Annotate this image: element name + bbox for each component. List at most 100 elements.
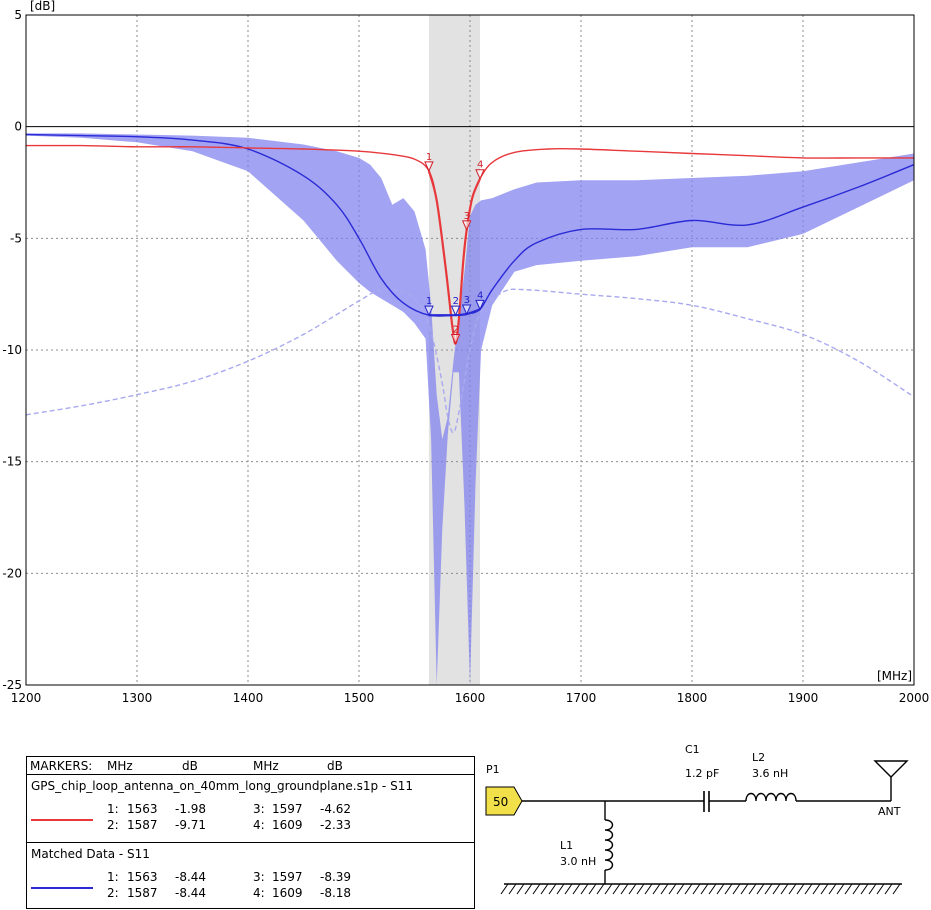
marker-db: -1.98 [175,802,207,816]
x-tick-label: 1700 [566,691,597,705]
s11-marker-label-1: 1 [426,152,432,163]
hatch-line [676,883,685,895]
marker-num: 4: [253,886,265,900]
legend-section-title: GPS_chip_loop_antenna_on_40mm_long_groun… [31,779,413,793]
marker-num: 2: [107,818,119,832]
hatch-line [836,883,845,895]
marker-db: -2.33 [320,818,352,832]
x-tick-label: 1500 [344,691,375,705]
hatch-line [540,883,549,895]
matching-network-schematic: P1 50 C1 1.2 pF L2 3.6 nH ANT L1 3.0 nH [485,743,909,895]
port-label: P1 [486,763,500,776]
matched-marker-1 [424,305,434,317]
l1-value: 3.0 nH [560,855,596,868]
legend-swatch-red [31,819,93,821]
marker-num: 3: [253,870,265,884]
hatch-line [860,883,869,895]
legend-swatch-blue [31,887,93,889]
hatch-line [564,883,573,895]
hatch-line [788,883,797,895]
hatch-line [692,883,701,895]
hatch-line [852,883,861,895]
hatch-line [764,883,773,895]
hatch-line [740,883,749,895]
hatch-line [724,883,733,895]
hatch-line [516,883,525,895]
legend-header: MARKERS: MHz dB MHz dB [27,757,474,775]
hatch-line [588,883,597,895]
matched-marker-label-2: 2 [453,296,459,307]
y-tick-label: -15 [2,455,22,469]
hatch-line [524,883,533,895]
matched-marker-label-4: 4 [477,290,483,301]
hatch-line [812,883,821,895]
hatch-line [700,883,709,895]
hatch-line [644,883,653,895]
legend-header-markers: MARKERS: [30,759,93,773]
s11-marker-label-3: 3 [464,211,470,222]
hatch-line [620,883,629,895]
y-tick-label: -5 [10,231,22,245]
marker-num: 4: [253,818,265,832]
hatch-line [772,883,781,895]
hatch-line [612,883,621,895]
hatch-line [884,883,893,895]
hatch-line [876,883,885,895]
y-tick-label: 5 [14,8,22,22]
port-shape [485,786,523,816]
legend-header-mhz-1: MHz [107,759,133,773]
y-tick-label: -25 [2,678,22,692]
ground-hatch [500,883,901,895]
l2-value: 3.6 nH [752,767,788,780]
hatch-line [844,883,853,895]
matched-marker-4 [475,299,485,311]
hatch-line [508,883,517,895]
legend-header-db-2: dB [327,759,343,773]
matched-marker-2 [450,305,461,317]
l2-name: L2 [752,751,765,764]
hatch-line [668,883,677,895]
markers-legend: MARKERS: MHz dB MHz dB GPS_chip_loop_ant… [26,756,475,909]
x-tick-label: 2000 [899,691,930,705]
matched-marker-3 [461,304,472,316]
hatch-line [628,883,637,895]
s11-marker-4 [475,169,485,180]
marker-freq: 1597 [272,870,303,884]
x-tick-label: 1400 [233,691,264,705]
hatch-line [716,883,725,895]
marker-num: 1: [107,870,119,884]
legend-section-s11: GPS_chip_loop_antenna_on_40mm_long_groun… [27,775,474,843]
c1-value: 1.2 pF [685,767,719,780]
marker-freq: 1609 [272,818,303,832]
matched-marker-label-1: 1 [426,296,432,307]
hatch-line [756,883,765,895]
marker-num: 3: [253,802,265,816]
marker-freq: 1597 [272,802,303,816]
s11-marker-3 [461,220,472,232]
hatch-line [780,883,789,895]
hatch-line [892,883,901,895]
s11-marker-label-2: 2 [453,325,459,336]
marker-db: -4.62 [320,802,352,816]
legend-section-title: Matched Data - S11 [31,847,150,861]
y-tick-label: -20 [2,566,22,580]
y-tick-label: -10 [2,343,22,357]
hatch-line [820,883,829,895]
marker-num: 1: [107,802,119,816]
x-tick-label: 1600 [455,691,486,705]
legend-header-db-1: dB [182,759,198,773]
hatch-line [636,883,645,895]
l1-inductor-coil [604,819,614,871]
tick-label-layer: 1200 1300 1400 1500 1600 1700 1800 1900 2000 5 0 -5… [2,8,929,705]
marker-db: -8.44 [175,870,207,884]
envelope-layer [26,133,914,685]
antenna-label: ANT [878,805,901,818]
hatch-line [828,883,837,895]
hatch-line [580,883,589,895]
hatch-line [732,883,741,895]
marker-db: -8.18 [320,886,352,900]
matched-in-band-segment [428,308,481,317]
x-tick-label: 1800 [677,691,708,705]
